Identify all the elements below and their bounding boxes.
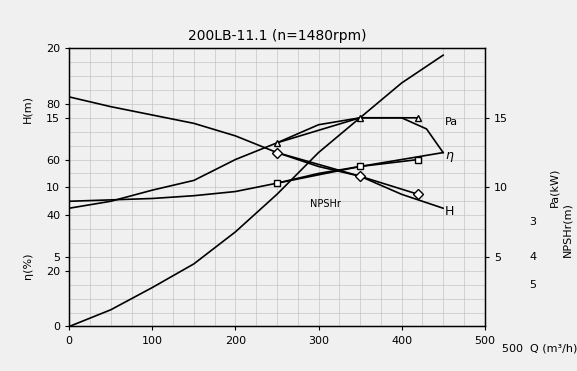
Text: 3: 3 (529, 217, 536, 227)
Text: H(m): H(m) (23, 95, 33, 124)
Text: Pa: Pa (445, 117, 458, 127)
Text: η: η (445, 149, 453, 162)
Y-axis label: Pa(kW): Pa(kW) (549, 168, 559, 207)
Text: H: H (445, 204, 454, 217)
Text: 5: 5 (529, 280, 536, 290)
Title: 200LB-11.1 (n=1480rpm): 200LB-11.1 (n=1480rpm) (188, 29, 366, 43)
Text: 4: 4 (529, 252, 536, 262)
Text: NPSHr: NPSHr (310, 199, 341, 209)
Text: η(%): η(%) (23, 252, 33, 279)
Text: 500  Q (m³/h): 500 Q (m³/h) (502, 344, 577, 354)
Text: NPSHr(m): NPSHr(m) (563, 202, 573, 256)
